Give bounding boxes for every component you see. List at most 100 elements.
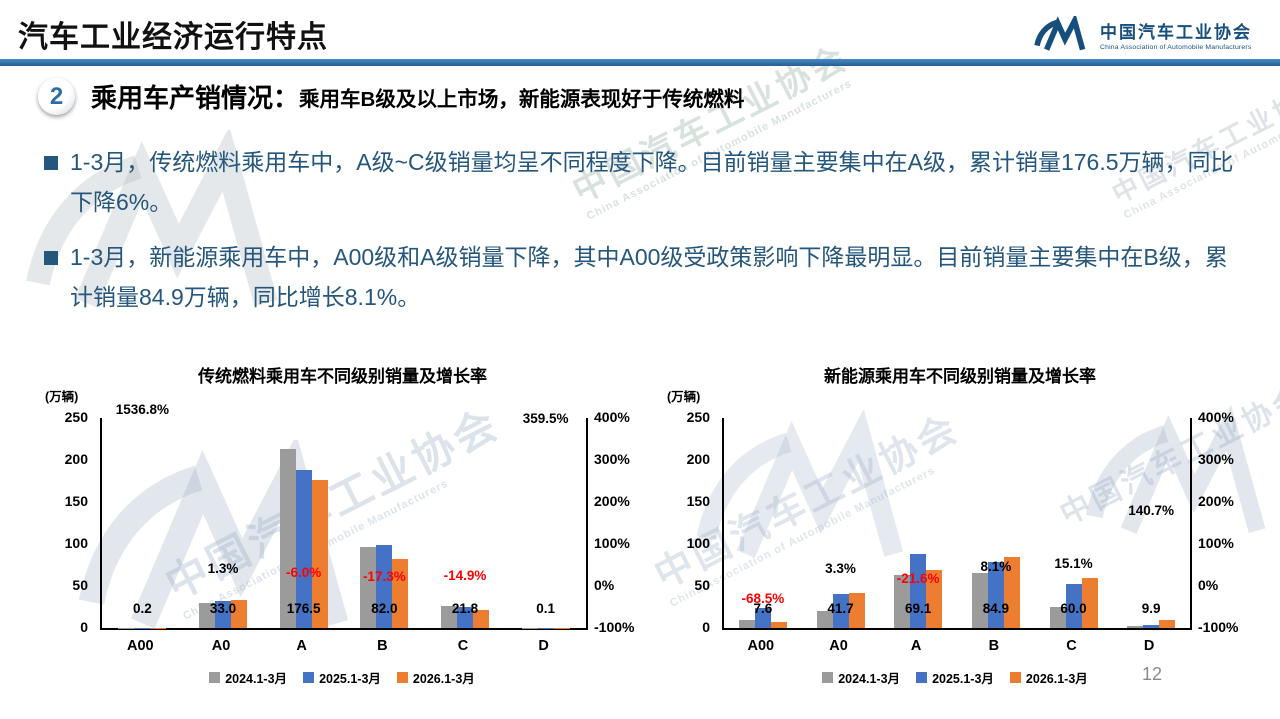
bar-2025.1-3月-C — [1065, 584, 1082, 628]
legend-label: 2026.1-3月 — [1025, 672, 1088, 686]
chart-unit-label: (万辆) — [45, 390, 79, 404]
bar-2024.1-3月-A0 — [816, 611, 833, 628]
category-label: A0 — [211, 638, 231, 654]
y-axis-tick-label: 0 — [702, 619, 710, 635]
bullet-text: 1-3月，新能源乘用车中，A00级和A级销量下降，其中A00级受政策影响下降最明… — [70, 244, 1228, 310]
y2-axis-tick-label: 300% — [594, 451, 630, 467]
y2-axis-tick-label: 200% — [594, 493, 630, 509]
value-label: 7.6 — [753, 601, 773, 616]
y2-axis-tick-label: 300% — [1198, 451, 1234, 467]
legend-label: 2025.1-3月 — [319, 672, 381, 686]
y-axis-tick-label: 100 — [686, 535, 710, 551]
category-label: A0 — [829, 638, 848, 654]
y-axis-tick-label: 250 — [64, 409, 88, 425]
growth-label: 3.3% — [825, 560, 856, 576]
bar-2026.1-3月-C — [473, 609, 489, 628]
bar-2024.1-3月-D — [1127, 625, 1144, 628]
section-number-badge: 2 — [38, 78, 75, 115]
bar-2024.1-3月-A00 — [738, 619, 755, 628]
logo-name-cn: 中国汽车工业协会 — [1100, 22, 1252, 42]
chart-title: 传统燃料乘用车不同级别销量及增长率 — [198, 367, 487, 386]
chart-new-energy: 新能源乘用车不同级别销量及增长率 (万辆) 250 200 150 100 50 0 400% 3… — [660, 360, 1260, 705]
legend-swatch — [1009, 672, 1021, 683]
value-label: 0.2 — [132, 601, 152, 616]
category-label: A — [296, 638, 307, 654]
bar-2025.1-3月-B — [987, 562, 1004, 628]
y-axis-tick-label: 50 — [72, 577, 88, 593]
bar-2025.1-3月-B — [376, 544, 393, 628]
category-label: A00 — [127, 638, 154, 654]
y-axis-tick-label: 150 — [686, 493, 710, 509]
growth-label: 1536.8% — [115, 402, 169, 417]
page-title: 汽车工业经济运行特点 — [18, 21, 328, 54]
bar-2024.1-3月-A — [279, 449, 296, 628]
bar-2025.1-3月-A0 — [215, 600, 231, 628]
growth-label: 140.7% — [1128, 502, 1175, 518]
chart-plot: 0.2 1536.8% 33.0 1.3% 176.5 -6.0% 82.0 -17.3% 21… — [100, 402, 588, 630]
chart-legend: 2024.1-3月 2025.1-3月 2026.1-3月 — [100, 668, 584, 687]
legend-item: 2024.1-3月 — [209, 668, 287, 687]
bar-2024.1-3月-C — [441, 606, 457, 628]
y2-axis-tick-label: 100% — [594, 535, 630, 551]
bullet-square-icon — [44, 251, 58, 265]
y-axis-tick-label: 150 — [64, 493, 88, 509]
y-axis-tick-label: 200 — [64, 451, 88, 467]
bar-2026.1-3月-A00 — [770, 621, 787, 628]
y-axis-tick-label: 50 — [694, 577, 710, 593]
bar-2026.1-3月-A0 — [231, 600, 247, 628]
growth-label: 15.1% — [1054, 555, 1093, 571]
legend-label: 2024.1-3月 — [225, 672, 288, 686]
value-label: 41.7 — [827, 601, 854, 616]
growth-label: -68.5% — [741, 590, 785, 606]
y-axis-tick-label: 0 — [80, 619, 88, 635]
growth-label: -17.3% — [362, 569, 406, 585]
bar-2024.1-3月-A0 — [199, 602, 215, 628]
category-label: B — [377, 638, 388, 654]
bar-2026.1-3月-B — [392, 559, 409, 628]
growth-label: -14.9% — [443, 568, 487, 584]
value-label: 21.8 — [451, 601, 479, 616]
bar-2025.1-3月-A — [910, 553, 927, 628]
category-label: B — [988, 638, 1000, 654]
section-header: 2 乘用车产销情况： 乘用车B级及以上市场，新能源表现好于传统燃料 — [38, 78, 744, 115]
y2-axis-tick-label: 0% — [1198, 577, 1219, 593]
bar-2025.1-3月-C — [457, 606, 473, 628]
category-label: D — [1143, 638, 1155, 654]
category-label: C — [1066, 638, 1077, 654]
section-subheading: 乘用车B级及以上市场，新能源表现好于传统燃料 — [299, 87, 745, 111]
bar-2026.1-3月-C — [1081, 577, 1098, 628]
association-logo: 中国汽车工业协会 China Association of Automobile… — [1030, 16, 1252, 52]
chart-traditional-fuel: 传统燃料乘用车不同级别销量及增长率 (万辆) 250 200 150 100 50 0 400%… — [40, 360, 645, 705]
legend-item: 2025.1-3月 — [303, 668, 381, 687]
legend-item: 2026.1-3月 — [396, 668, 475, 687]
value-label: 82.0 — [371, 601, 398, 616]
chart-title: 新能源乘用车不同级别销量及增长率 — [824, 367, 1096, 386]
bar-2024.1-3月-B — [360, 547, 377, 628]
legend-item: 2025.1-3月 — [916, 668, 994, 687]
growth-label: 1.3% — [207, 561, 239, 577]
y2-axis-tick-label: -100% — [594, 619, 635, 635]
value-label: 69.1 — [905, 601, 932, 616]
legend-item: 2024.1-3月 — [822, 668, 900, 687]
chart-unit-label: (万辆) — [667, 390, 701, 404]
bullet-text: 1-3月，传统燃料乘用车中，A级~C级销量均呈不同程度下降。目前销量主要集中在A… — [70, 149, 1234, 215]
category-label: D — [538, 638, 549, 654]
legend-item: 2026.1-3月 — [1009, 668, 1088, 687]
legend-label: 2025.1-3月 — [932, 672, 994, 686]
title-divider — [0, 59, 1280, 66]
growth-label: 359.5% — [522, 411, 569, 427]
category-label: A — [910, 638, 922, 654]
bullet-item: 1-3月，传统燃料乘用车中，A级~C级销量均呈不同程度下降。目前销量主要集中在A… — [44, 143, 1249, 222]
legend-swatch — [303, 672, 315, 683]
bar-2024.1-3月-A — [894, 575, 911, 628]
bar-2026.1-3月-A — [311, 479, 328, 628]
chart-legend: 2024.1-3月 2025.1-3月 2026.1-3月 — [722, 668, 1188, 687]
y2-axis-tick-label: -100% — [1198, 619, 1239, 635]
growth-label: -21.6% — [896, 571, 940, 587]
chart-plot: 7.6 -68.5% 41.7 3.3% 69.1 -21.6% 84.9 8.1% 60.0 1… — [722, 418, 1192, 630]
bar-2026.1-3月-D — [1159, 619, 1176, 628]
y-axis-tick-label: 200 — [686, 451, 710, 467]
category-label: C — [457, 638, 469, 654]
bar-2025.1-3月-D — [1143, 624, 1160, 628]
legend-swatch — [396, 672, 408, 683]
